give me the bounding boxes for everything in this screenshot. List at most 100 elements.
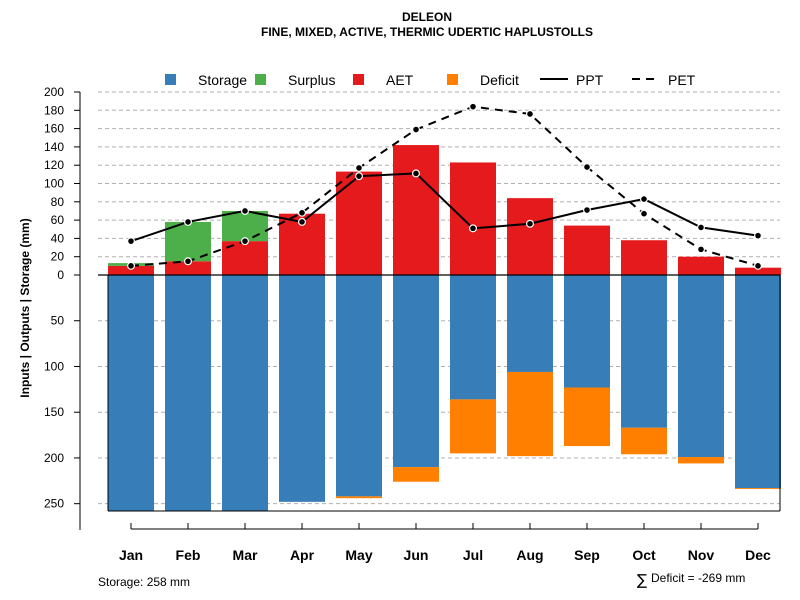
- x-tick-label-feb: Feb: [176, 547, 201, 563]
- x-tick-label-jan: Jan: [119, 547, 143, 563]
- legend-label-aet: AET: [386, 72, 414, 88]
- x-tick-label-dec: Dec: [745, 547, 771, 563]
- ppt-point-sep: [582, 206, 591, 215]
- legend-label-ppt: PPT: [576, 72, 604, 88]
- pet-point-jul: [469, 102, 478, 111]
- surplus-bar-feb: [165, 221, 211, 262]
- deficit-bar-sep: [564, 387, 610, 447]
- ppt-point-mar: [241, 206, 250, 215]
- aet-bar-jun: [393, 145, 439, 275]
- y-tick-label-lower-100: 100: [44, 359, 64, 373]
- pet-point-mar: [241, 237, 250, 246]
- legend-item-pet: PET: [632, 72, 696, 88]
- deficit-total-label: Deficit = -269 mm: [651, 571, 745, 585]
- pet-point-sep: [582, 163, 591, 172]
- legend-item-surplus: Surplus: [255, 72, 335, 88]
- deficit-bar-jun: [393, 467, 439, 482]
- y-tick-label-upper-140: 140: [44, 140, 64, 154]
- ppt-point-apr: [298, 217, 307, 226]
- ppt-line: [130, 172, 759, 243]
- y-tick-label-lower-50: 50: [51, 314, 65, 328]
- legend-swatch-deficit: [447, 74, 458, 85]
- pet-point-apr: [298, 208, 307, 217]
- y-tick-label-upper-40: 40: [51, 231, 65, 245]
- aet-bar-jul: [450, 162, 496, 275]
- sum-symbol: ∑: [637, 571, 647, 589]
- ppt-point-may: [355, 172, 364, 181]
- pet-point-may: [355, 163, 364, 172]
- y-tick-label-upper-80: 80: [51, 195, 65, 209]
- pet-point-nov: [696, 245, 705, 254]
- storage-total-label: Storage: 258 mm: [98, 575, 190, 589]
- pet-point-jun: [412, 125, 421, 134]
- storage-bar-feb: [165, 275, 211, 511]
- series-lines: [126, 102, 762, 270]
- storage-bar-jul: [450, 275, 496, 400]
- storage-bar-aug: [507, 275, 553, 372]
- legend-item-aet: AET: [353, 72, 414, 88]
- aet-bar-oct: [621, 240, 667, 275]
- x-tick-label-apr: Apr: [290, 547, 315, 563]
- storage-bar-mar: [222, 275, 268, 511]
- chart-title: DELEON: [402, 10, 452, 24]
- x-tick-label-may: May: [345, 547, 372, 563]
- ppt-point-aug: [525, 219, 534, 228]
- deficit-bar-aug: [507, 371, 553, 457]
- storage-bar-dec: [735, 275, 781, 489]
- ppt-point-jun: [412, 169, 421, 178]
- x-tick-label-mar: Mar: [233, 547, 258, 563]
- legend-item-deficit: Deficit: [447, 72, 519, 88]
- aet-bar-aug: [507, 198, 553, 275]
- aet-bar-may: [336, 171, 382, 275]
- y-axis-label: Inputs | Outputs | Storage (mm): [18, 218, 32, 397]
- storage-bar-jun: [393, 275, 439, 468]
- x-tick-label-jul: Jul: [463, 547, 483, 563]
- deficit-bar-dec: [735, 488, 781, 490]
- legend-label-storage: Storage: [198, 72, 247, 88]
- y-tick-label-lower-150: 150: [44, 405, 64, 419]
- y-tick-label-lower-250: 250: [44, 497, 64, 511]
- x-tick-label-sep: Sep: [574, 547, 600, 563]
- storage-bar-nov: [678, 275, 724, 458]
- deficit-bar-may: [336, 496, 382, 499]
- y-tick-label-upper-0: 0: [57, 268, 64, 282]
- ppt-point-jan: [126, 237, 135, 246]
- pet-point-dec: [753, 261, 762, 270]
- aet-bar-dec: [735, 267, 781, 275]
- x-tick-label-aug: Aug: [516, 547, 543, 563]
- ppt-point-oct: [639, 195, 648, 204]
- deficit-bar-nov: [678, 457, 724, 464]
- chart-subtitle: FINE, MIXED, ACTIVE, THERMIC UDERTIC HAP…: [261, 25, 593, 39]
- storage-bar-apr: [279, 275, 325, 502]
- axes: 0 20 40 60 80 100 120 140 160 180 200 50 100 150 200 25…: [44, 85, 781, 563]
- x-tick-label-nov: Nov: [688, 547, 715, 563]
- legend-swatch-aet: [353, 74, 364, 85]
- aet-bar-nov: [678, 256, 724, 275]
- ppt-point-nov: [696, 223, 705, 232]
- legend-swatch-storage: [165, 74, 176, 85]
- y-tick-label-upper-160: 160: [44, 122, 64, 136]
- pet-line: [130, 105, 759, 267]
- deficit-bar-jul: [450, 399, 496, 454]
- storage-bar-may: [336, 275, 382, 497]
- pet-point-aug: [525, 109, 534, 118]
- x-tick-label-oct: Oct: [632, 547, 656, 563]
- y-tick-label-upper-100: 100: [44, 177, 64, 191]
- legend-item-ppt: PPT: [540, 72, 604, 88]
- legend-label-surplus: Surplus: [288, 72, 335, 88]
- legend-label-pet: PET: [668, 72, 696, 88]
- y-tick-label-lower-200: 200: [44, 451, 64, 465]
- pet-point-oct: [639, 209, 648, 218]
- legend: Storage Surplus AET Deficit PPT PET: [165, 72, 696, 88]
- legend-swatch-surplus: [255, 74, 266, 85]
- y-tick-label-upper-60: 60: [51, 213, 65, 227]
- aet-bar-feb: [165, 261, 211, 275]
- deficit-bar-oct: [621, 427, 667, 455]
- x-tick-label-jun: Jun: [404, 547, 429, 563]
- storage-bar-sep: [564, 275, 610, 388]
- y-tick-label-upper-20: 20: [51, 250, 65, 264]
- surplus-bar-mar: [222, 210, 268, 242]
- pet-point-jan: [126, 261, 135, 270]
- pet-point-feb: [184, 257, 193, 266]
